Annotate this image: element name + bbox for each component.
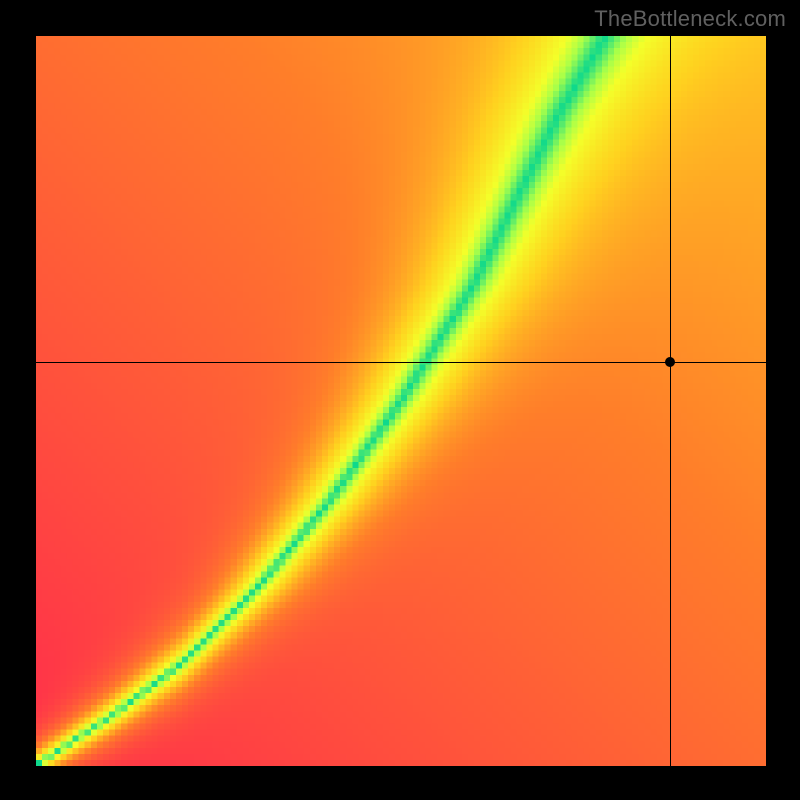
crosshair-horizontal bbox=[36, 362, 766, 363]
crosshair-vertical bbox=[670, 36, 671, 766]
watermark-text: TheBottleneck.com bbox=[594, 6, 786, 32]
crosshair-marker[interactable] bbox=[665, 357, 675, 367]
heatmap-canvas bbox=[36, 36, 766, 766]
heatmap-plot-area bbox=[36, 36, 766, 766]
